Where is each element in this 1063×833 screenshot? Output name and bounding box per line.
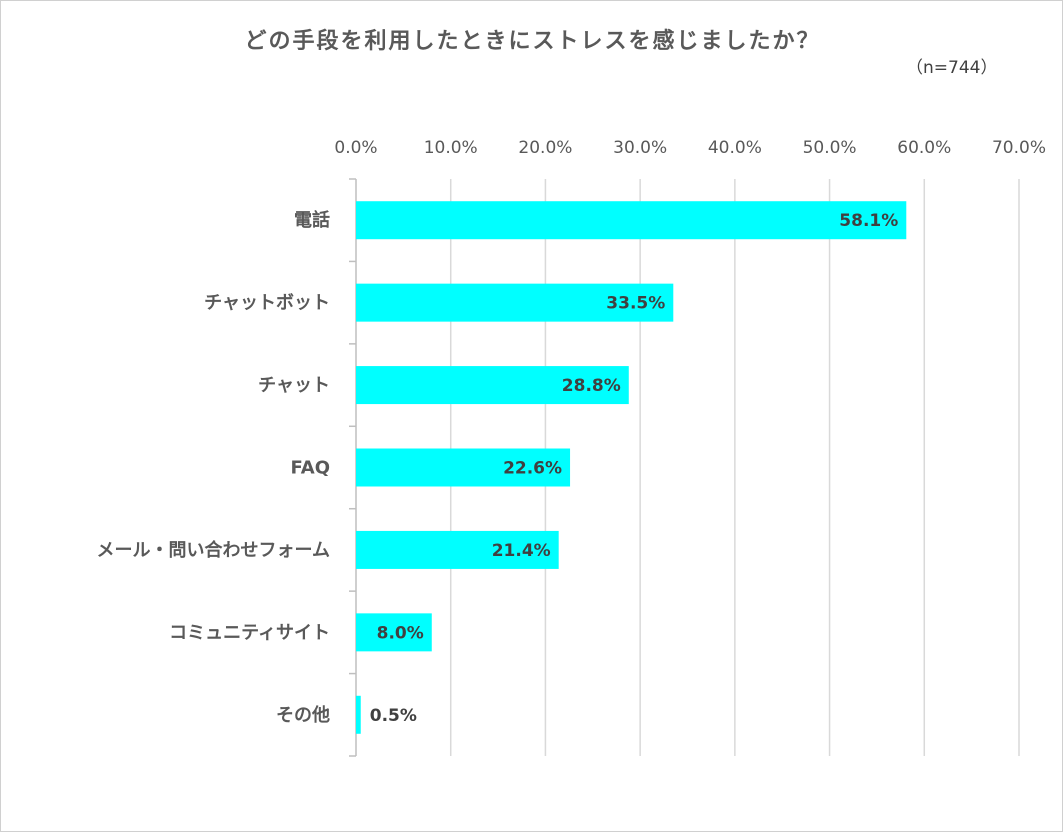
x-tick-label-7: 70.0%	[992, 138, 1046, 158]
category-label-2: チャット	[258, 375, 330, 396]
bar-1	[356, 283, 674, 322]
data-label-6: 0.5%	[370, 706, 417, 726]
x-tick-label-5: 50.0%	[803, 138, 857, 158]
chart-title: どの手段を利用したときにストレスを感じましたか？	[244, 29, 821, 54]
x-tick-label-6: 60.0%	[897, 138, 951, 158]
bar-4	[356, 530, 559, 569]
category-label-3: FAQ	[291, 458, 330, 479]
bar-2	[356, 366, 629, 405]
category-label-4: メール・問い合わせフォーム	[97, 539, 330, 561]
sample-size-note: （n=744）	[906, 58, 998, 78]
category-label-1: チャットボット	[204, 293, 330, 314]
x-tick-label-0: 0.0%	[334, 138, 377, 158]
category-label-0: 電話	[294, 209, 330, 231]
x-tick-label-2: 20.0%	[518, 138, 572, 158]
data-label-3: 22.6%	[503, 459, 562, 479]
bar-6	[356, 695, 361, 734]
data-label-1: 33.5%	[606, 294, 665, 314]
data-label-0: 58.1%	[839, 211, 898, 231]
x-tick-label-3: 30.0%	[613, 138, 667, 158]
data-label-2: 28.8%	[562, 376, 621, 396]
x-tick-label-1: 10.0%	[424, 138, 478, 158]
data-label-4: 21.4%	[492, 541, 551, 561]
bar-3	[356, 448, 571, 487]
bar-0	[356, 201, 907, 240]
data-label-5: 8.0%	[377, 623, 424, 643]
bar-5	[356, 613, 432, 652]
x-tick-label-4: 40.0%	[708, 138, 762, 158]
category-label-6: その他	[276, 704, 330, 726]
category-label-5: コミュニティサイト	[169, 622, 330, 643]
